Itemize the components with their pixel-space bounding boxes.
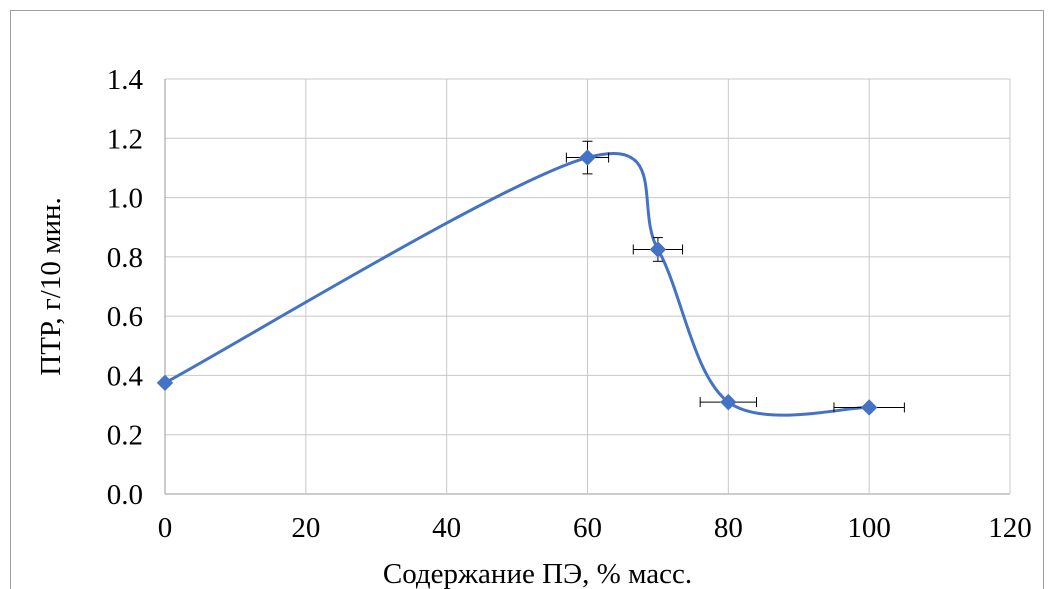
error-bars <box>160 140 905 413</box>
series-line <box>164 151 870 417</box>
x-tick-label: 120 <box>988 512 1032 544</box>
data-point <box>649 241 667 258</box>
y-tick-label: 0.4 <box>107 360 144 392</box>
x-tick-label: 80 <box>714 512 743 544</box>
chart-frame <box>10 10 1044 589</box>
y-tick-label: 1.0 <box>107 183 143 215</box>
series-line-layer <box>164 151 870 417</box>
data-point <box>579 149 596 166</box>
x-axis-title: Содержание ПЭ, % масс. <box>383 558 692 589</box>
x-tick-label: 100 <box>847 512 891 544</box>
y-tick-label: 0.6 <box>107 301 143 333</box>
y-axis-title: ПТР, г/10 мин. <box>35 197 67 376</box>
x-tick-label: 60 <box>573 512 602 544</box>
y-tick-label: 0.0 <box>107 479 143 511</box>
tick-labels: 0.0 0.2 0.4 0.6 0.8 1.0 1.2 1.4 0 20 40 60 80 100 120 <box>107 64 1032 544</box>
y-tick-label: 1.4 <box>107 64 144 96</box>
x-tick-label: 40 <box>432 512 461 544</box>
grid <box>164 78 1011 495</box>
data-point <box>156 374 174 392</box>
data-point <box>720 393 737 411</box>
y-tick-label: 0.8 <box>107 242 143 274</box>
data-point <box>860 399 878 416</box>
x-tick-label: 20 <box>291 512 320 544</box>
y-tick-label: 1.2 <box>107 123 143 155</box>
y-tick-label: 0.2 <box>107 420 143 452</box>
data-points <box>156 149 878 416</box>
x-tick-label: 0 <box>158 512 173 544</box>
